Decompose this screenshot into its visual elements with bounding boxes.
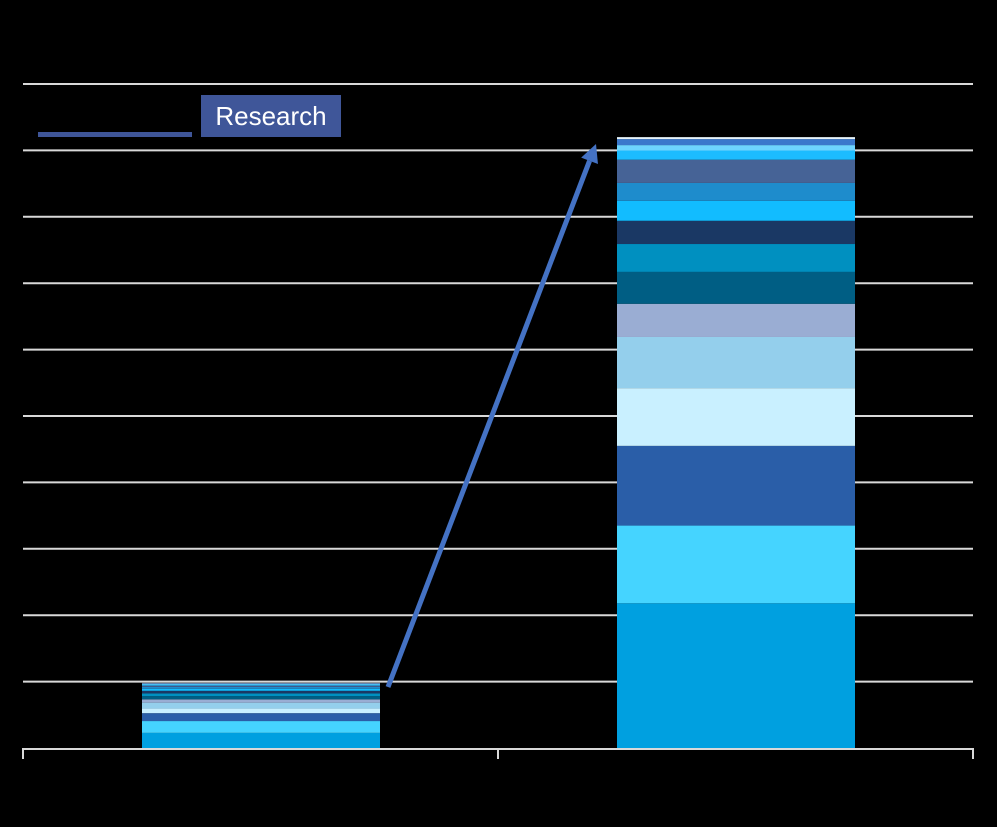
legend-label: Research: [201, 95, 341, 137]
legend-line-swatch: [38, 132, 192, 137]
bar-segment: [142, 684, 380, 686]
bar-segment: [142, 685, 380, 687]
bar-segment: [617, 139, 855, 146]
bar-segment: [617, 271, 855, 304]
bars: [142, 137, 855, 748]
bar-segment: [142, 721, 380, 733]
bar-segment: [617, 200, 855, 221]
bar-segment: [142, 702, 380, 709]
bar-segment: [617, 525, 855, 604]
bar-segment: [142, 699, 380, 703]
bar-segment: [142, 732, 380, 748]
bar-segment: [142, 708, 380, 714]
bar-segment: [617, 145, 855, 151]
bar-segment: [617, 445, 855, 526]
bar-segment: [617, 603, 855, 748]
bar-segment: [142, 696, 380, 700]
bar-segment: [142, 688, 380, 691]
bar-segment: [617, 303, 855, 337]
bar-segment: [142, 686, 380, 689]
bar-segment: [617, 150, 855, 160]
bar-segment: [617, 159, 855, 183]
bar-1: [142, 682, 380, 748]
bar-segment: [617, 244, 855, 272]
growth-arrow-icon: [385, 144, 598, 688]
bar-segment: [617, 182, 855, 201]
bar-segment: [617, 388, 855, 446]
x-axis: [22, 748, 974, 759]
bar-segment: [617, 336, 855, 389]
bar-segment: [142, 683, 380, 685]
bar-segment: [142, 683, 380, 684]
bar-2: [617, 137, 855, 748]
gridlines: [23, 83, 973, 683]
bar-segment: [142, 690, 380, 694]
bar-segment: [142, 693, 380, 697]
bar-segment: [617, 137, 855, 140]
bar-segment: [142, 713, 380, 722]
bar-segment: [617, 220, 855, 245]
